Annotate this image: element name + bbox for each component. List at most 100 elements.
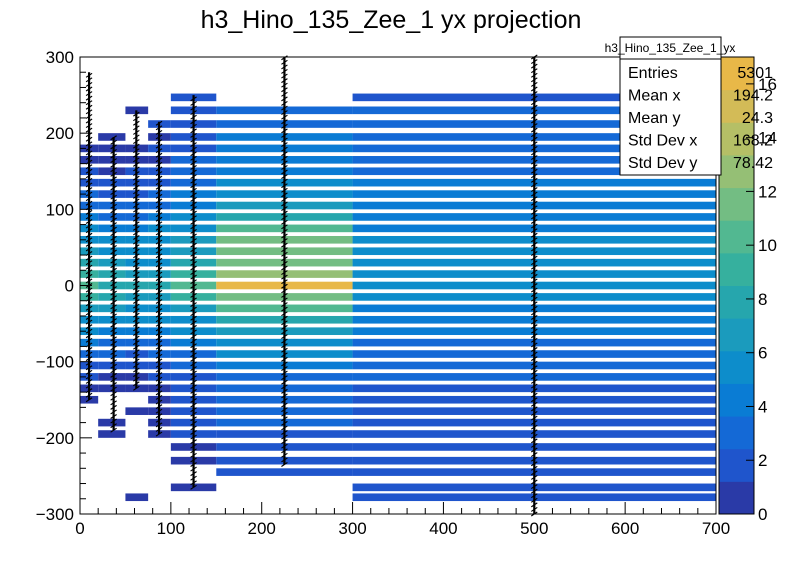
heatmap-cell: [98, 270, 126, 278]
error-marker: [155, 244, 163, 250]
heatmap-cell: [98, 247, 126, 256]
color-scale-label: 12: [758, 182, 777, 201]
error-marker: [190, 466, 197, 472]
error-marker: [110, 400, 117, 406]
error-marker: [190, 128, 197, 134]
color-scale: 0 2 4 6 8 10 12 14 16: [718, 56, 777, 524]
error-marker: [155, 331, 163, 336]
error-marker: [281, 64, 288, 70]
error-marker: [85, 333, 93, 339]
error-marker: [155, 212, 163, 218]
error-marker: [110, 363, 117, 369]
error-marker: [190, 151, 197, 157]
color-scale-swatch: [719, 318, 754, 352]
error-marker: [110, 167, 117, 173]
heatmap-cell: [98, 156, 126, 164]
error-marker: [281, 279, 288, 285]
error-marker: [281, 256, 288, 262]
error-marker: [85, 123, 93, 129]
error-marker: [190, 302, 197, 307]
error-marker: [133, 257, 140, 263]
error-marker: [110, 377, 117, 383]
error-marker: [530, 301, 538, 307]
error-marker: [190, 247, 197, 253]
stats-value: 194.2: [733, 88, 773, 105]
error-marker: [110, 286, 117, 292]
error-marker: [281, 439, 288, 445]
color-scale-swatch: [719, 89, 754, 123]
error-marker: [110, 258, 117, 264]
error-marker: [530, 113, 538, 119]
error-marker: [530, 388, 538, 394]
error-marker: [155, 372, 163, 378]
error-marker: [85, 177, 93, 183]
error-marker: [190, 439, 197, 445]
error-marker: [281, 393, 288, 399]
error-marker: [85, 328, 93, 334]
x-tick-label: 500: [520, 519, 548, 538]
error-marker: [190, 201, 197, 207]
error-marker: [155, 381, 163, 387]
error-marker: [530, 296, 538, 302]
error-marker: [190, 434, 197, 440]
error-marker: [110, 139, 117, 145]
error-marker: [155, 161, 163, 167]
error-marker: [530, 118, 538, 124]
stats-rows: Entries 5301 Mean x 194.2 Mean y 24.3 Std Dev …: [628, 65, 773, 172]
heatmap-cell: [98, 224, 126, 233]
error-marker: [85, 310, 93, 316]
error-marker: [530, 461, 538, 467]
error-marker: [281, 260, 288, 266]
error-marker: [281, 370, 288, 376]
error-marker: [281, 142, 288, 148]
error-marker: [530, 155, 538, 160]
error-marker: [133, 180, 140, 186]
error-marker: [155, 289, 163, 295]
color-scale-swatch: [719, 220, 754, 254]
error-marker: [155, 285, 163, 291]
error-marker: [190, 160, 197, 166]
error-marker: [190, 146, 197, 152]
error-marker: [110, 267, 117, 273]
error-marker: [530, 484, 538, 490]
error-marker: [110, 254, 117, 260]
error-marker: [281, 247, 288, 253]
error-marker: [190, 480, 197, 486]
heatmap-cell: [98, 338, 126, 347]
error-marker: [85, 109, 93, 115]
heatmap-cell: [125, 493, 149, 502]
y-tick-label: −300: [36, 505, 74, 524]
error-marker: [530, 72, 538, 78]
error-marker: [133, 271, 140, 277]
error-marker: [530, 442, 538, 448]
error-marker: [530, 456, 538, 462]
error-marker: [85, 232, 93, 238]
error-marker: [281, 137, 288, 143]
error-marker: [155, 125, 163, 131]
error-marker: [133, 157, 140, 163]
error-marker: [190, 114, 197, 120]
color-scale-swatch: [719, 122, 754, 156]
error-marker: [110, 340, 117, 346]
error-marker: [133, 120, 140, 126]
color-scale-swatch: [719, 57, 754, 91]
error-marker: [133, 381, 140, 387]
error-marker: [85, 72, 93, 78]
error-marker: [190, 297, 197, 303]
error-marker: [110, 336, 117, 342]
error-marker: [530, 86, 538, 92]
error-marker: [530, 91, 538, 97]
stats-label: Entries: [628, 65, 678, 82]
error-marker: [155, 175, 163, 181]
heatmap-cell: [98, 430, 126, 438]
error-marker: [281, 55, 288, 61]
error-marker: [155, 230, 163, 236]
error-marker: [281, 206, 288, 212]
y-tick-label: 100: [46, 200, 74, 219]
error-marker: [85, 209, 93, 215]
error-marker: [110, 153, 117, 159]
error-marker: [190, 329, 197, 335]
error-marker: [110, 171, 117, 177]
error-marker: [155, 321, 163, 327]
error-marker: [85, 397, 93, 403]
